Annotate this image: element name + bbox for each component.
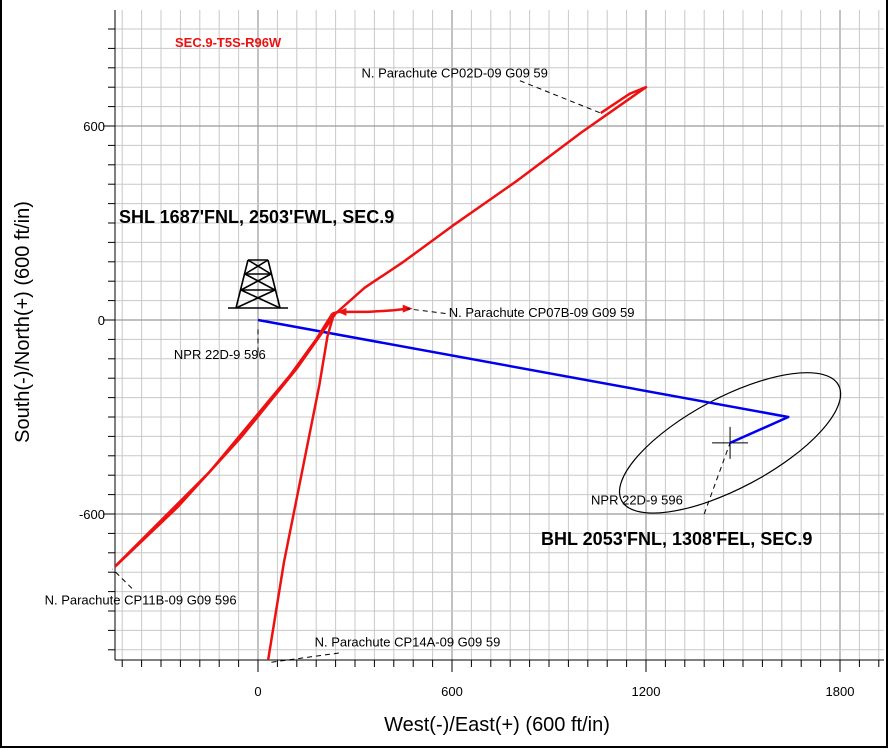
- y-tick-label: 600: [83, 119, 105, 134]
- series-n-parachute-cp11b-09-g09-596: [115, 312, 334, 569]
- x-tick-label: 1200: [632, 684, 661, 699]
- x-axis-title: West(-)/East(+) (600 ft/in): [384, 714, 610, 736]
- section-label: SEC.9-T5S-R96W: [175, 35, 282, 50]
- rig-cross-6: [235, 289, 276, 309]
- x-tick-label: 600: [441, 684, 463, 699]
- y-axis-title: South(-)/North(+) (600 ft/in): [12, 201, 34, 443]
- well-label: N. Parachute CP07B-09 G09 59: [449, 305, 635, 320]
- rig-cross-2: [244, 259, 269, 275]
- annotations-layer: N. Parachute CP02D-09 G09 59 N. Parachute…: [45, 66, 731, 664]
- x-tick-label: 0: [254, 684, 261, 699]
- well-label: NPR 22D-9 596: [174, 347, 266, 362]
- well-label: N. Parachute CP11B-09 G09 596: [45, 593, 237, 608]
- y-tick-label: -600: [79, 507, 105, 522]
- series-n-parachute-cp02d-09-g09-59: [115, 85, 648, 569]
- label-leader-line: [519, 80, 601, 114]
- rig-cross-4: [240, 273, 272, 291]
- y-tick-label: 0: [98, 313, 105, 328]
- label-leader-line: [406, 308, 446, 315]
- series-n-parachute-cp14a-09-g09-59: [266, 313, 336, 660]
- rig-cross-5: [240, 289, 281, 309]
- well-label: N. Parachute CP14A-09 G09 59: [315, 635, 501, 650]
- cp07b-start-marker: [337, 307, 347, 316]
- x-tick-label: 1800: [826, 684, 855, 699]
- label-leader-line: [112, 568, 133, 589]
- bhl-label: BHL 2053'FNL, 1308'FEL, SEC.9: [541, 529, 812, 549]
- rig-leg-left: [235, 259, 249, 309]
- label-leader-line: [267, 652, 339, 664]
- shl-label: SHL 1687'FNL, 2503'FWL, SEC.9: [119, 207, 394, 227]
- rig-cross-3: [244, 273, 276, 291]
- rig-leg-right: [267, 259, 281, 309]
- series-npr-22d-9-596: [257, 318, 790, 445]
- series-layer: [115, 85, 842, 660]
- drilling-rig-icon: [228, 259, 288, 309]
- rig-cross-1: [247, 259, 272, 275]
- grid: [115, 10, 884, 660]
- series-n-parachute-cp07b-09-g09-59: [332, 307, 407, 315]
- axes: 0 600 1200 1800 -600 0 600: [79, 10, 884, 699]
- label-leader-line: [703, 442, 731, 515]
- well-label: NPR 22D-9 596: [591, 492, 683, 507]
- well-label: N. Parachute CP02D-09 G09 59: [361, 66, 547, 81]
